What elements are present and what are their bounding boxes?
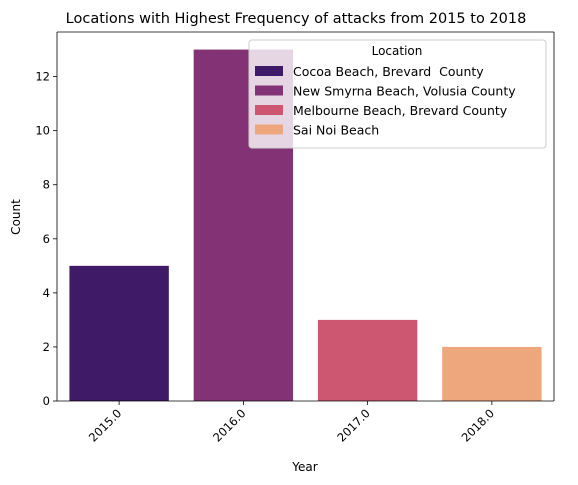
legend-frame: [248, 39, 547, 149]
y-tick-label: 12: [35, 70, 50, 84]
x-axis-label: Year: [291, 460, 317, 474]
legend-label: New Smyrna Beach, Volusia County: [293, 84, 516, 99]
legend-label: Melbourne Beach, Brevard County: [293, 103, 508, 118]
chart-title: Locations with Highest Frequency of atta…: [66, 11, 527, 27]
bar-2017.0: [317, 319, 418, 401]
legend-swatch: [255, 85, 283, 96]
legend-title: Location: [372, 44, 423, 58]
legend-swatch: [255, 124, 283, 135]
x-tick-label: 2015.0: [86, 406, 124, 444]
bar-2018.0: [442, 346, 542, 401]
bar-2015.0: [69, 265, 169, 401]
legend-swatch: [255, 66, 283, 76]
y-tick-label: 6: [43, 232, 50, 246]
legend-label: Cocoa Beach, Brevard County: [293, 64, 484, 79]
y-axis-label: Count: [9, 199, 23, 235]
legend: Location Cocoa Beach, Brevard County New …: [248, 39, 547, 149]
legend-label: Sai Noi Beach: [293, 123, 379, 138]
y-tick-label: 8: [43, 178, 50, 192]
y-tick-label: 2: [43, 340, 50, 354]
x-tick-label: 2018.0: [459, 406, 497, 444]
y-tick-label: 4: [43, 286, 50, 300]
x-tick-label: 2017.0: [334, 406, 372, 444]
legend-swatch: [255, 105, 283, 115]
y-tick-label: 0: [43, 394, 50, 408]
x-tick-label: 2016.0: [210, 406, 248, 444]
y-tick-label: 10: [35, 124, 50, 138]
